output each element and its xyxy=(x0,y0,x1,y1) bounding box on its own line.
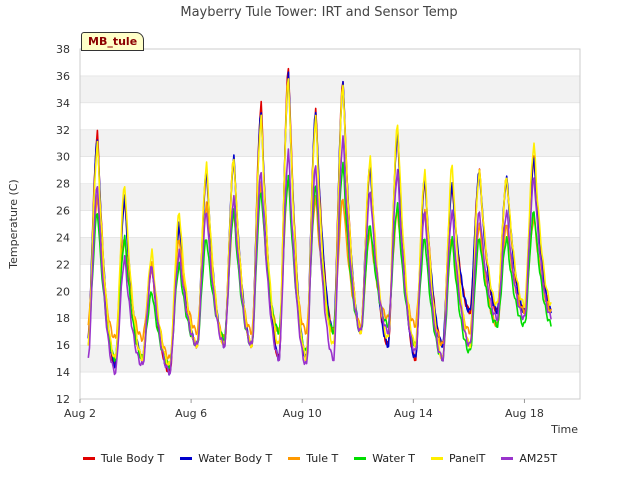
series-line xyxy=(87,135,552,376)
y-tick-label: 16 xyxy=(56,339,70,352)
y-axis-ticks: 12 14 16 18 20 22 24 26 28 30 32 34 36 38 xyxy=(56,43,70,406)
legend: Tule Body T Water Body T Tule T Water T Pane… xyxy=(0,452,640,465)
grid-band xyxy=(80,75,580,103)
grid-band xyxy=(80,237,580,265)
legend-label: Water Body T xyxy=(198,452,273,465)
y-tick-label: 36 xyxy=(56,70,70,83)
station-badge: MB_tule xyxy=(81,32,145,51)
y-tick-label: 14 xyxy=(56,366,70,379)
legend-label: Tule T xyxy=(306,452,339,465)
legend-swatch xyxy=(288,457,301,460)
legend-item: PanelT xyxy=(430,452,486,465)
legend-swatch xyxy=(82,457,95,460)
legend-label: PanelT xyxy=(448,452,486,465)
y-tick-label: 22 xyxy=(56,258,70,271)
chart-title: Mayberry Tule Tower: IRT and Sensor Temp xyxy=(180,5,457,20)
grid-band xyxy=(80,372,580,399)
y-tick-label: 38 xyxy=(56,43,70,56)
grid-band xyxy=(80,49,580,76)
x-tick-label: Aug 6 xyxy=(175,407,207,420)
y-tick-label: 34 xyxy=(56,97,70,110)
legend-label: Tule Body T xyxy=(100,452,165,465)
legend-swatch xyxy=(430,457,443,460)
y-tick-label: 12 xyxy=(56,393,70,406)
legend-swatch xyxy=(501,457,514,460)
grid-band xyxy=(80,264,580,292)
x-tick-label: Aug 2 xyxy=(64,407,96,420)
legend-item: Tule Body T xyxy=(82,452,165,465)
y-tick-label: 30 xyxy=(56,151,70,164)
x-axis-ticks: Aug 2 Aug 6 Aug 10 Aug 14 Aug 18 xyxy=(64,399,544,420)
x-tick-label: Aug 18 xyxy=(505,407,544,420)
grid-band xyxy=(80,183,580,211)
legend-label: Water T xyxy=(372,452,415,465)
legend-swatch xyxy=(180,457,193,460)
y-tick-label: 28 xyxy=(56,178,70,191)
y-tick-label: 18 xyxy=(56,312,70,325)
grid-band xyxy=(80,129,580,157)
x-tick-label: Aug 14 xyxy=(394,407,433,420)
grid-band xyxy=(80,156,580,184)
grid-band xyxy=(80,102,580,130)
series-lines xyxy=(87,67,552,376)
legend-item: Water Body T xyxy=(180,452,272,465)
grid-band xyxy=(80,210,580,238)
legend-item: AM25T xyxy=(501,452,557,465)
legend-item: Tule T xyxy=(288,452,338,465)
legend-label: AM25T xyxy=(519,452,558,465)
legend-swatch xyxy=(354,457,367,460)
y-axis-title: Temperature (C) xyxy=(7,179,20,269)
y-tick-label: 24 xyxy=(56,231,70,244)
y-tick-label: 20 xyxy=(56,285,70,298)
y-tick-label: 26 xyxy=(56,205,70,218)
x-tick-label: Aug 10 xyxy=(283,407,322,420)
legend-item: Water T xyxy=(354,452,415,465)
plot-frame xyxy=(79,48,581,400)
x-axis-title: Time xyxy=(550,423,578,436)
y-tick-label: 32 xyxy=(56,124,70,137)
